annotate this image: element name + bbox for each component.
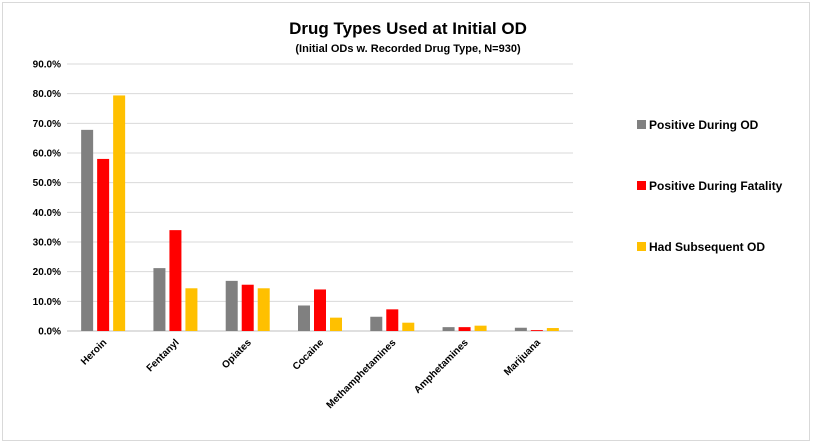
y-tick-label: 0.0% (38, 327, 61, 338)
y-tick-label: 70.0% (33, 119, 61, 130)
bar (169, 230, 182, 331)
bar (442, 327, 455, 331)
bar (97, 158, 110, 331)
x-tick-label: Opiates (220, 337, 254, 371)
legend-label: Positive During Fatality (649, 179, 783, 193)
bar (185, 288, 198, 331)
bar (530, 330, 543, 331)
x-axis-labels: Heroin Fentanyl Opiates CocaineMethamphetam… (79, 337, 543, 411)
y-tick-label: 90.0% (33, 60, 61, 71)
bar (257, 288, 270, 331)
y-tick-label: 20.0% (33, 267, 61, 278)
x-tick-label: Fentanyl (145, 337, 182, 374)
x-tick-label: Amphetamines (412, 337, 471, 396)
bar (225, 280, 238, 331)
bar (546, 328, 559, 331)
bar (514, 327, 527, 331)
chart-subtitle: (Initial ODs w. Recorded Drug Type, N=93… (295, 43, 521, 55)
y-tick-label: 50.0% (33, 178, 61, 189)
gridlines (67, 63, 573, 332)
y-tick-label: 30.0% (33, 238, 61, 249)
legend-swatch (637, 242, 646, 251)
legend: Positive During OD Positive During Fatali… (637, 118, 783, 254)
bar (314, 289, 326, 331)
legend-label: Had Subsequent OD (649, 240, 765, 254)
bar (113, 95, 126, 332)
y-axis-ticks: 0.0% 10.0% 20.0% 30.0% 40.0% 50.0% 60.0% 70.0% 8… (33, 60, 61, 338)
bar (153, 268, 166, 331)
x-tick-label: Heroin (79, 337, 109, 367)
bar (458, 327, 471, 331)
bar (474, 325, 487, 331)
y-tick-label: 40.0% (33, 208, 61, 219)
bar (330, 317, 342, 331)
bar (370, 316, 383, 331)
legend-swatch (637, 120, 646, 129)
chart-frame: Drug Types Used at Initial OD (Initial O… (2, 2, 810, 441)
bars (81, 95, 559, 332)
legend-swatch (637, 181, 646, 190)
x-tick-label: Cocaine (291, 337, 327, 373)
chart-svg: Drug Types Used at Initial OD (Initial O… (33, 19, 783, 411)
x-tick-label: Methamphetamines (325, 337, 399, 411)
bar (298, 305, 310, 331)
y-tick-label: 80.0% (33, 89, 61, 100)
bar (81, 129, 94, 331)
bar (386, 309, 399, 331)
x-tick-label: Marijuana (502, 337, 543, 378)
legend-label: Positive During OD (649, 118, 759, 132)
y-tick-label: 10.0% (33, 297, 61, 308)
bar (241, 284, 254, 331)
y-tick-label: 60.0% (33, 149, 61, 160)
chart-title: Drug Types Used at Initial OD (289, 19, 527, 38)
bar (402, 322, 415, 331)
